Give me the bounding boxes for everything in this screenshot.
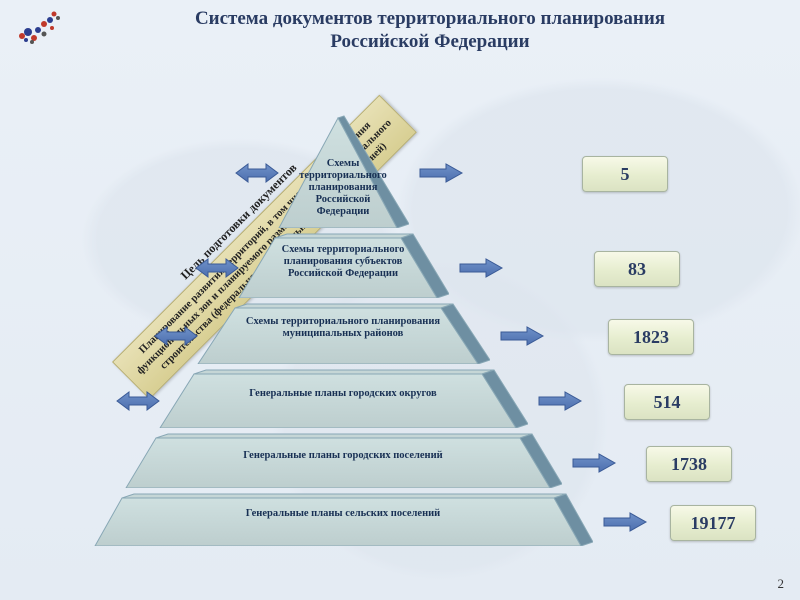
title-line-2: Российской Федерации xyxy=(330,31,529,52)
count-box-5: 1738 xyxy=(646,446,732,482)
pyramid-tier-6: Генеральные планы сельских поселений xyxy=(93,492,593,546)
count-box-3: 1823 xyxy=(608,319,694,355)
arrow-right-6 xyxy=(602,510,648,534)
page-number: 2 xyxy=(778,576,785,592)
pyramid-tier-5: Генеральные планы городских поселений xyxy=(124,432,562,488)
count-box-4: 514 xyxy=(624,384,710,420)
count-box-6: 19177 xyxy=(670,505,756,541)
arrow-double-2 xyxy=(194,256,240,280)
pyramid-tier-3: Схемы территориального планирования муни… xyxy=(196,302,490,364)
pyramid-tier-1: Схемы территориального планирования Росс… xyxy=(277,112,409,228)
diagram-area: Цель подготовки документов Планирование … xyxy=(0,70,800,580)
arrow-double-4 xyxy=(115,389,161,413)
arrow-double-3 xyxy=(153,324,199,348)
page-title: Система документов территориального план… xyxy=(80,8,780,54)
count-box-1: 5 xyxy=(582,156,668,192)
arrow-double-1 xyxy=(234,161,280,185)
count-box-2: 83 xyxy=(594,251,680,287)
arrow-right-2 xyxy=(458,256,504,280)
arrow-right-5 xyxy=(571,451,617,475)
pyramid-tier-2: Схемы территориального планирования субъ… xyxy=(237,232,449,298)
pyramid-tier-4: Генеральные планы городских округов xyxy=(158,368,528,428)
title-line-1: Система документов территориального план… xyxy=(195,8,665,29)
header: Система документов территориального план… xyxy=(0,0,800,60)
arrow-right-1 xyxy=(418,161,464,185)
arrow-right-3 xyxy=(499,324,545,348)
arrow-right-4 xyxy=(537,389,583,413)
